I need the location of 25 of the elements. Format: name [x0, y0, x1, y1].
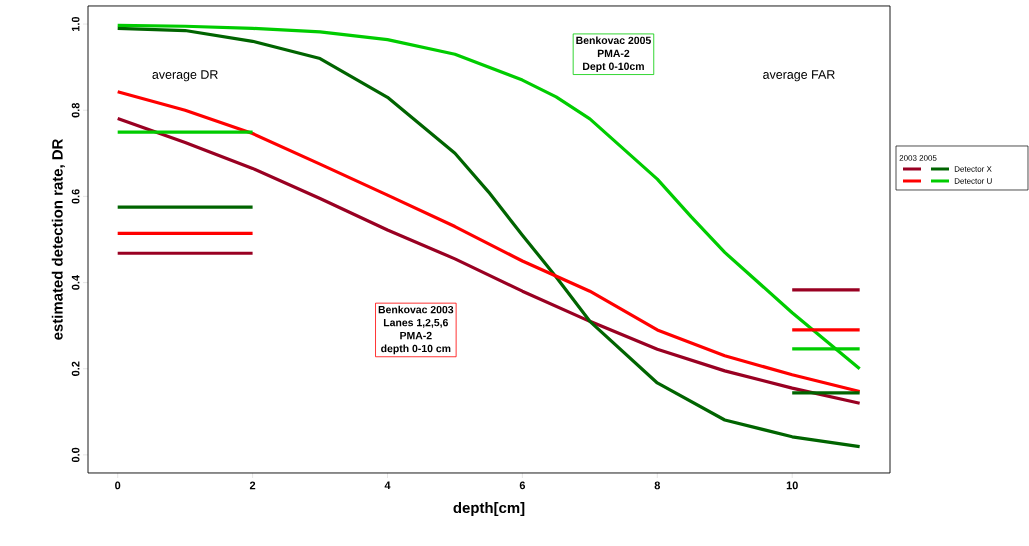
x-tick-label: 8 — [654, 481, 661, 490]
line-series — [116, 23, 862, 371]
annotation: Lanes 1,2,5,6 — [383, 318, 448, 328]
x-tick-label: 0 — [115, 481, 121, 490]
x-tick-label: 6 — [519, 481, 526, 490]
x-tick-label: 10 — [786, 481, 798, 490]
y-tick-label: 1.0 — [71, 16, 80, 32]
y-tick-label: 0.0 — [71, 447, 80, 463]
line-series — [116, 26, 862, 449]
y-axis-title: estimated detection rate, DR — [51, 138, 65, 340]
y-tick-label: 0.4 — [71, 275, 80, 290]
annotation: average DR — [152, 70, 218, 82]
x-tick-label: 2 — [249, 481, 256, 490]
y-tick-label: 0.6 — [71, 189, 80, 204]
annotation: PMA-2 — [597, 49, 630, 57]
x-axis-title: depth[cm] — [453, 502, 525, 517]
annotation: Benkovac 2003 — [378, 305, 454, 314]
y-tick-label: 0.2 — [71, 361, 80, 376]
annotation: Dept 0-10cm — [583, 62, 644, 73]
x-tick-label: 4 — [384, 481, 391, 490]
annotation: Benkovac 2005 — [576, 36, 651, 45]
annotation: average FAR — [763, 70, 835, 82]
annotation: depth 0-10 cm — [381, 344, 451, 355]
annotation: PMA-2 — [400, 331, 432, 340]
y-tick-label: 0.8 — [71, 102, 80, 118]
